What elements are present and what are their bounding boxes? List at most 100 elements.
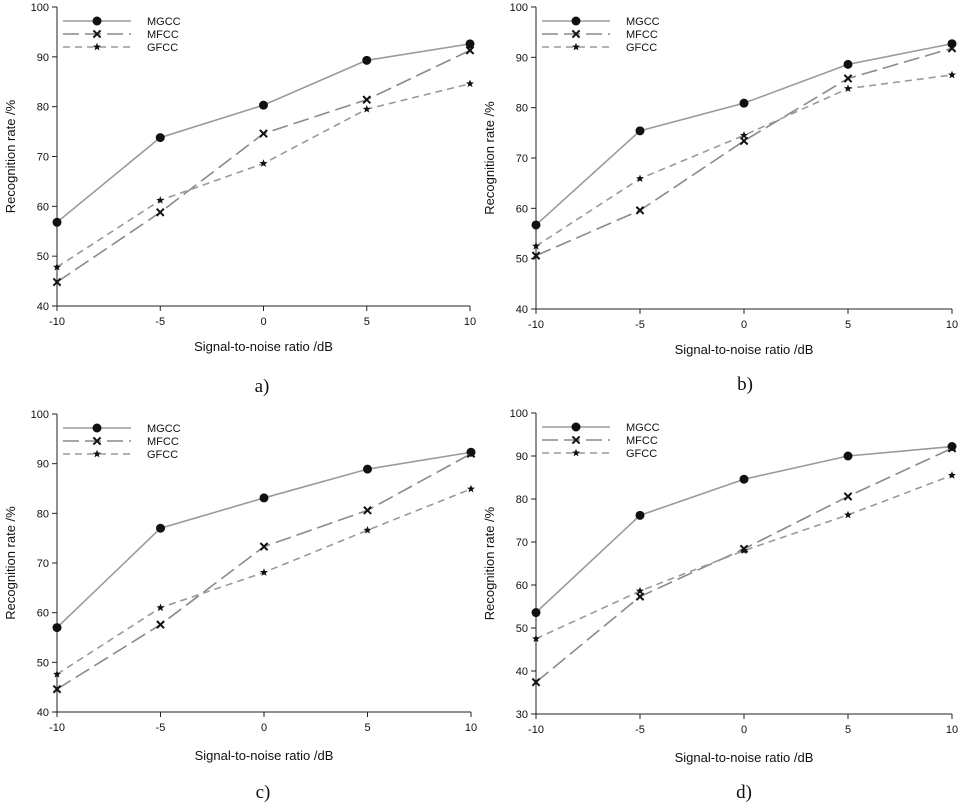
data-point-gfcc [260, 568, 268, 576]
x-axis-title: Signal-to-noise ratio /dB [194, 339, 333, 354]
legend-marker-mfcc [571, 435, 581, 445]
legend-label-mfcc: MFCC [147, 436, 179, 448]
data-point-mfcc [635, 206, 645, 215]
data-point-gfcc [53, 670, 61, 678]
y-tick-label: 50 [37, 657, 49, 669]
x-tick-label: 5 [845, 724, 851, 736]
series-mfcc [52, 449, 476, 694]
data-point-mfcc [155, 208, 165, 217]
series-mgcc [52, 39, 475, 227]
data-point-mgcc [465, 39, 475, 49]
data-point-mfcc [259, 542, 269, 551]
series-line-gfcc [56, 488, 472, 675]
legend-marker-gfcc [93, 449, 101, 458]
x-axis-title: Signal-to-noise ratio /dB [675, 342, 814, 357]
data-point-gfcc [362, 104, 371, 113]
y-tick-label: 70 [516, 537, 528, 549]
axes-frame [56, 7, 470, 307]
data-point-mgcc [259, 493, 269, 503]
x-tick-label: -10 [49, 722, 65, 734]
x-tick-label: 5 [364, 722, 370, 734]
x-tick-label: 5 [845, 319, 851, 331]
y-axis-title: Recognition rate /% [3, 506, 18, 620]
series-line-mgcc [56, 451, 472, 629]
y-tick-label: 60 [37, 608, 49, 620]
data-point-mgcc [531, 608, 541, 618]
y-tick-label: 80 [516, 494, 528, 506]
legend-label-gfcc: GFCC [147, 42, 178, 54]
y-tick-label: 30 [516, 709, 528, 721]
series-mgcc [531, 39, 957, 230]
data-point-gfcc [636, 586, 644, 595]
y-tick-label: 80 [516, 103, 528, 115]
series-line-mfcc [56, 49, 471, 283]
axes-frame [535, 7, 952, 310]
data-point-gfcc [53, 262, 61, 271]
y-tick-label: 40 [37, 707, 49, 719]
legend-label-gfcc: GFCC [626, 448, 657, 460]
x-tick-label: -10 [49, 316, 65, 328]
y-tick-label: 100 [510, 408, 528, 420]
legend-marker-mgcc [92, 423, 102, 433]
chart-panel-4: 30 40 50 60 70 80 90 100 -10 -5 0 5 10 Signal-to-nois… [482, 408, 958, 803]
series-line-mgcc [535, 445, 953, 614]
y-tick-label: 50 [37, 251, 49, 263]
chart-panel-3: 40 50 60 70 80 90 100 -10 -5 0 5 10 Signal-to-noise … [3, 409, 477, 803]
y-tick-label: 90 [37, 52, 49, 64]
data-point-gfcc [740, 546, 748, 554]
data-point-gfcc [740, 131, 748, 139]
series-gfcc [532, 70, 956, 250]
data-point-mgcc [52, 623, 62, 633]
x-tick-label: -5 [156, 722, 166, 734]
y-tick-label: 50 [516, 623, 528, 635]
legend-marker-mfcc [571, 29, 581, 39]
legend-marker-mgcc [571, 422, 581, 432]
data-point-mfcc [52, 684, 62, 694]
data-point-gfcc [532, 241, 540, 250]
x-tick-label: 10 [465, 722, 477, 734]
data-point-mfcc [739, 136, 749, 146]
data-point-mfcc [947, 443, 957, 453]
y-tick-label: 80 [37, 102, 49, 114]
x-tick-label: -10 [528, 319, 544, 331]
y-tick-label: 70 [37, 558, 49, 570]
legend-label-gfcc: GFCC [147, 449, 178, 461]
data-point-mgcc [531, 220, 541, 230]
y-tick-label: 60 [516, 203, 528, 215]
legend-marker-gfcc [93, 42, 101, 51]
y-tick-label: 60 [516, 580, 528, 592]
chart-panel-2: 40 50 60 70 80 90 100 -10 -5 0 5 10 Signal-to-noise … [482, 2, 958, 395]
legend-label-mgcc: MGCC [626, 16, 660, 28]
panel-label: c) [256, 782, 271, 803]
data-point-mgcc [843, 451, 853, 461]
data-point-gfcc [259, 159, 268, 167]
x-axis-title: Signal-to-noise ratio /dB [195, 748, 334, 763]
data-point-gfcc [363, 526, 372, 534]
data-point-gfcc [844, 510, 852, 519]
y-tick-label: 50 [516, 254, 528, 266]
data-point-mfcc [52, 277, 62, 287]
legend-marker-mfcc [92, 29, 102, 39]
data-point-mgcc [363, 464, 372, 474]
y-tick-label: 90 [516, 52, 528, 64]
data-point-gfcc [948, 471, 956, 479]
y-tick-label: 40 [516, 666, 528, 678]
data-point-gfcc [532, 634, 540, 643]
data-point-gfcc [467, 484, 475, 493]
data-point-gfcc [156, 603, 165, 612]
data-point-gfcc [948, 70, 956, 79]
data-point-mfcc [635, 592, 645, 601]
data-point-mgcc [155, 133, 165, 143]
legend-label-mgcc: MGCC [147, 423, 181, 435]
legend-marker-gfcc [572, 448, 580, 457]
y-axis-title: Recognition rate /% [3, 99, 18, 213]
x-tick-label: -5 [635, 724, 645, 736]
x-tick-label: 10 [946, 724, 958, 736]
data-point-mfcc [843, 74, 853, 83]
data-point-mgcc [259, 100, 268, 110]
